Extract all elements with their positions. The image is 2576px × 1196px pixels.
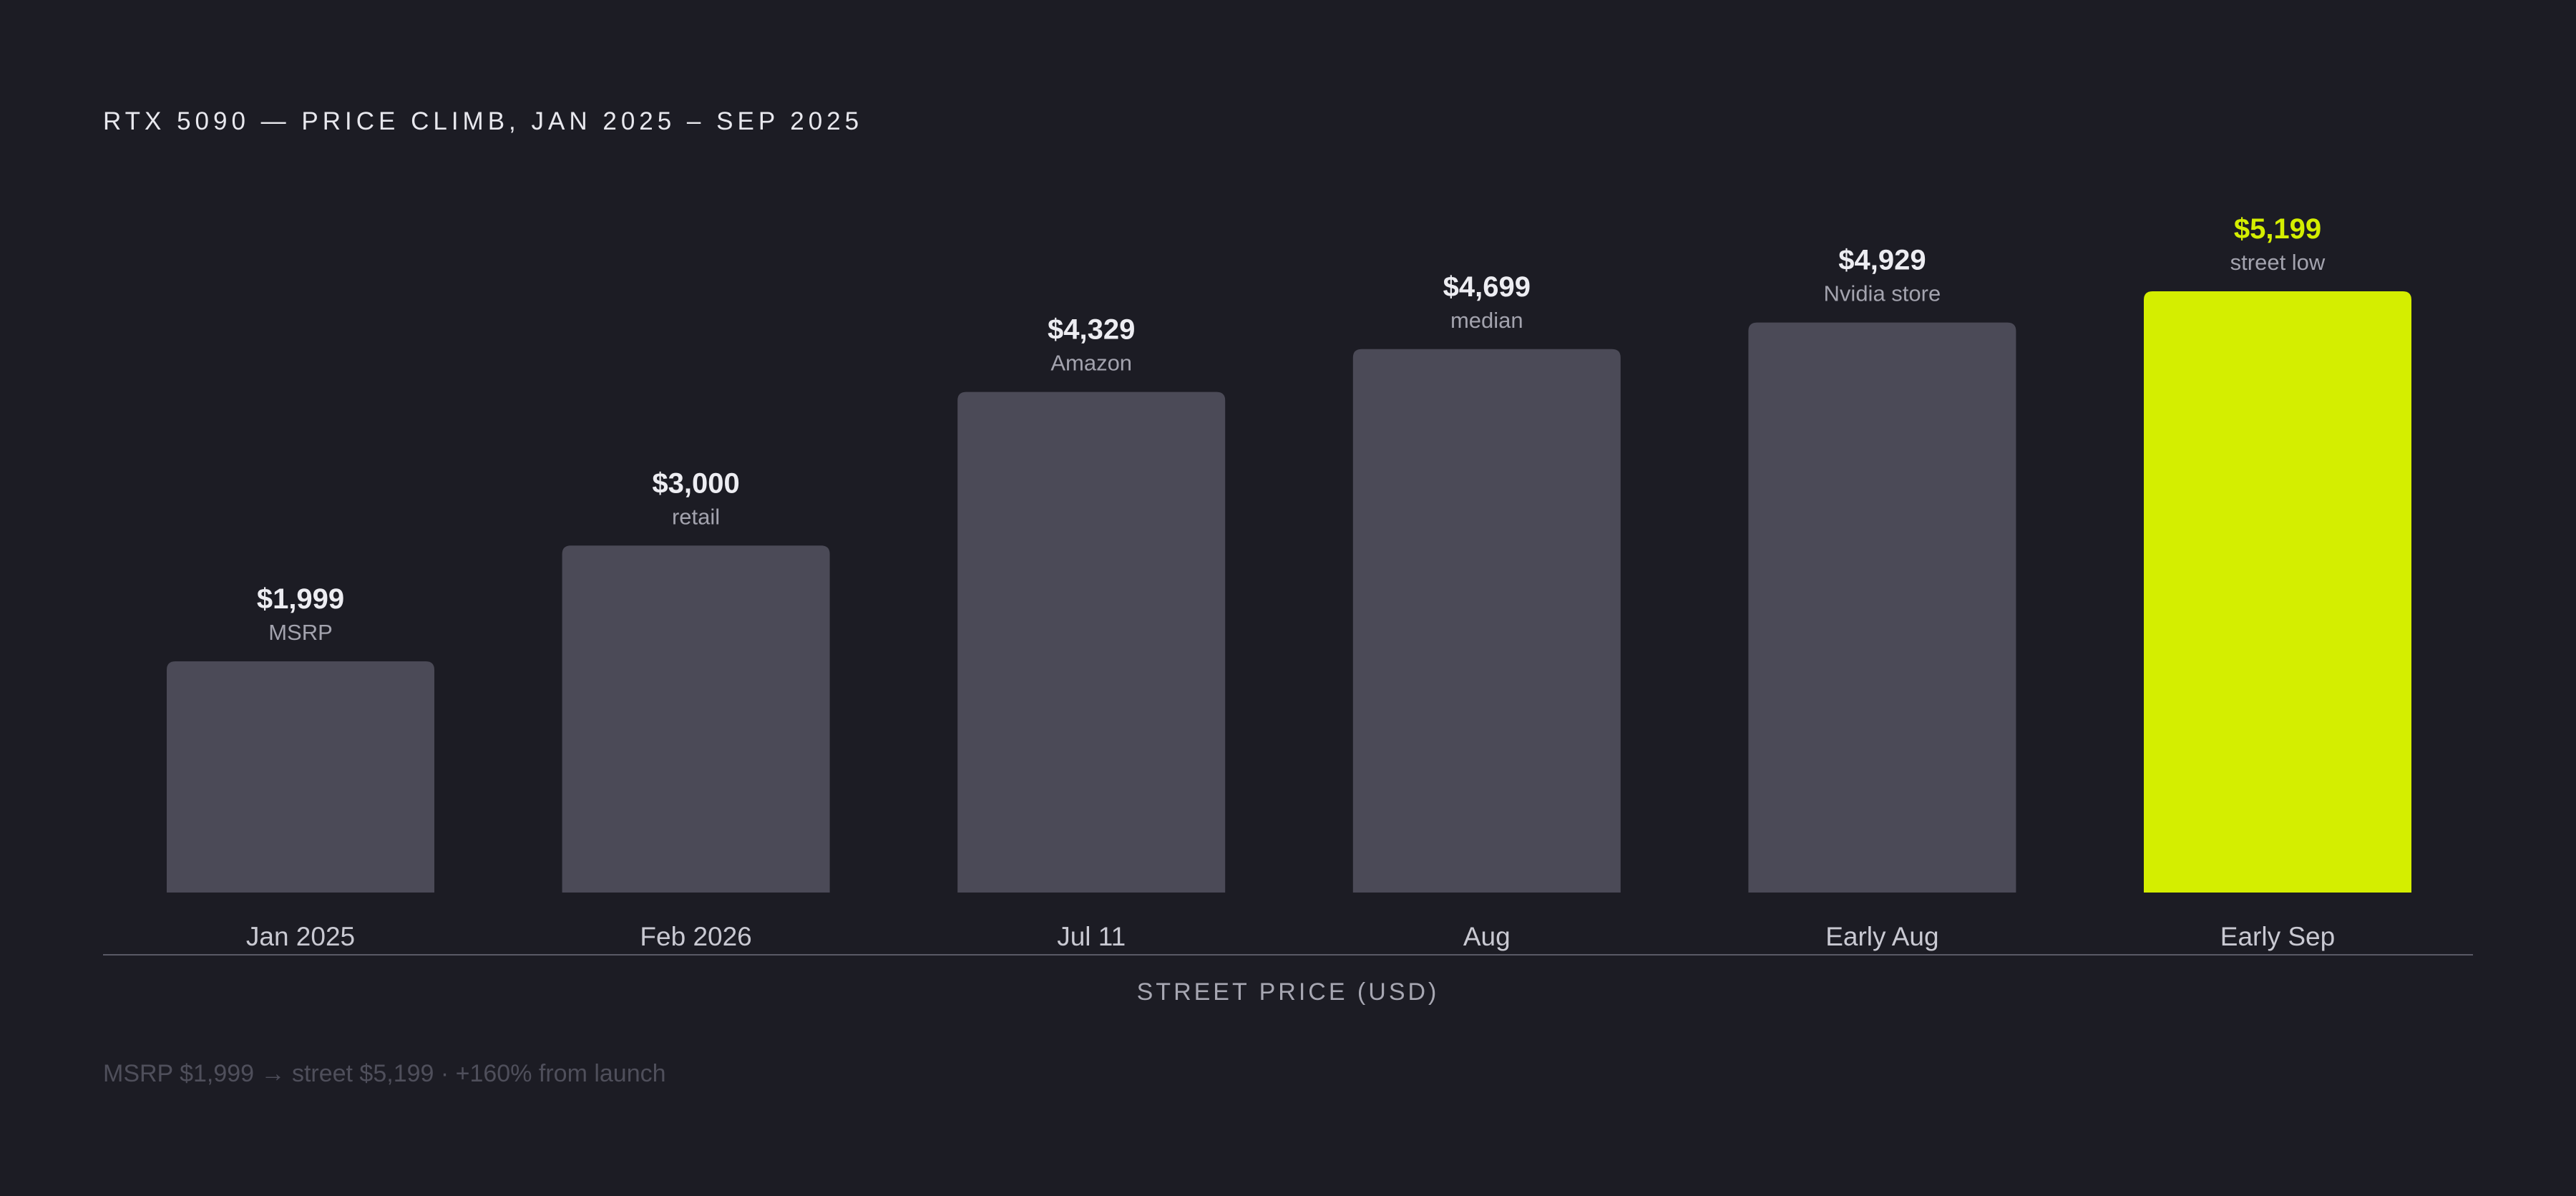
bar-annotation-4: Nvidia store xyxy=(1824,281,1941,306)
x-axis-label: STREET PRICE (USD) xyxy=(1136,978,1440,1006)
bar-annotation-0: MSRP xyxy=(268,620,333,645)
bar-annotation-5: street low xyxy=(2230,250,2326,275)
bar-value-label-0: $1,999 xyxy=(257,583,344,615)
bar-annotation-3: median xyxy=(1450,308,1523,333)
x-tick-label-1: Feb 2026 xyxy=(640,922,751,951)
footnote: MSRP $1,999 → street $5,199 · +160% from… xyxy=(103,1060,666,1087)
bar-value-label-4: $4,929 xyxy=(1838,245,1926,276)
x-tick-label-0: Jan 2025 xyxy=(246,922,355,951)
bar-1 xyxy=(562,545,830,893)
bar-value-label-2: $4,329 xyxy=(1048,314,1135,346)
x-tick-label-2: Jul 11 xyxy=(1057,922,1126,951)
x-tick-label-3: Aug xyxy=(1463,922,1511,951)
bar-3 xyxy=(1352,349,1621,893)
bar-2 xyxy=(957,392,1226,893)
x-tick-label-4: Early Aug xyxy=(1825,922,1938,951)
bar-0 xyxy=(167,661,434,893)
x-tick-label-5: Early Sep xyxy=(2220,922,2335,951)
chart-title: RTX 5090 — PRICE CLIMB, JAN 2025 – SEP 2… xyxy=(103,107,864,135)
bar-value-label-3: $4,699 xyxy=(1443,271,1531,303)
bar-5 xyxy=(2144,291,2411,893)
bar-annotation-1: retail xyxy=(672,504,720,529)
bar-annotation-2: Amazon xyxy=(1050,351,1132,376)
bar-value-label-5: $5,199 xyxy=(2234,213,2321,245)
bar-value-label-1: $3,000 xyxy=(652,467,739,499)
bar-4 xyxy=(1748,322,2016,893)
